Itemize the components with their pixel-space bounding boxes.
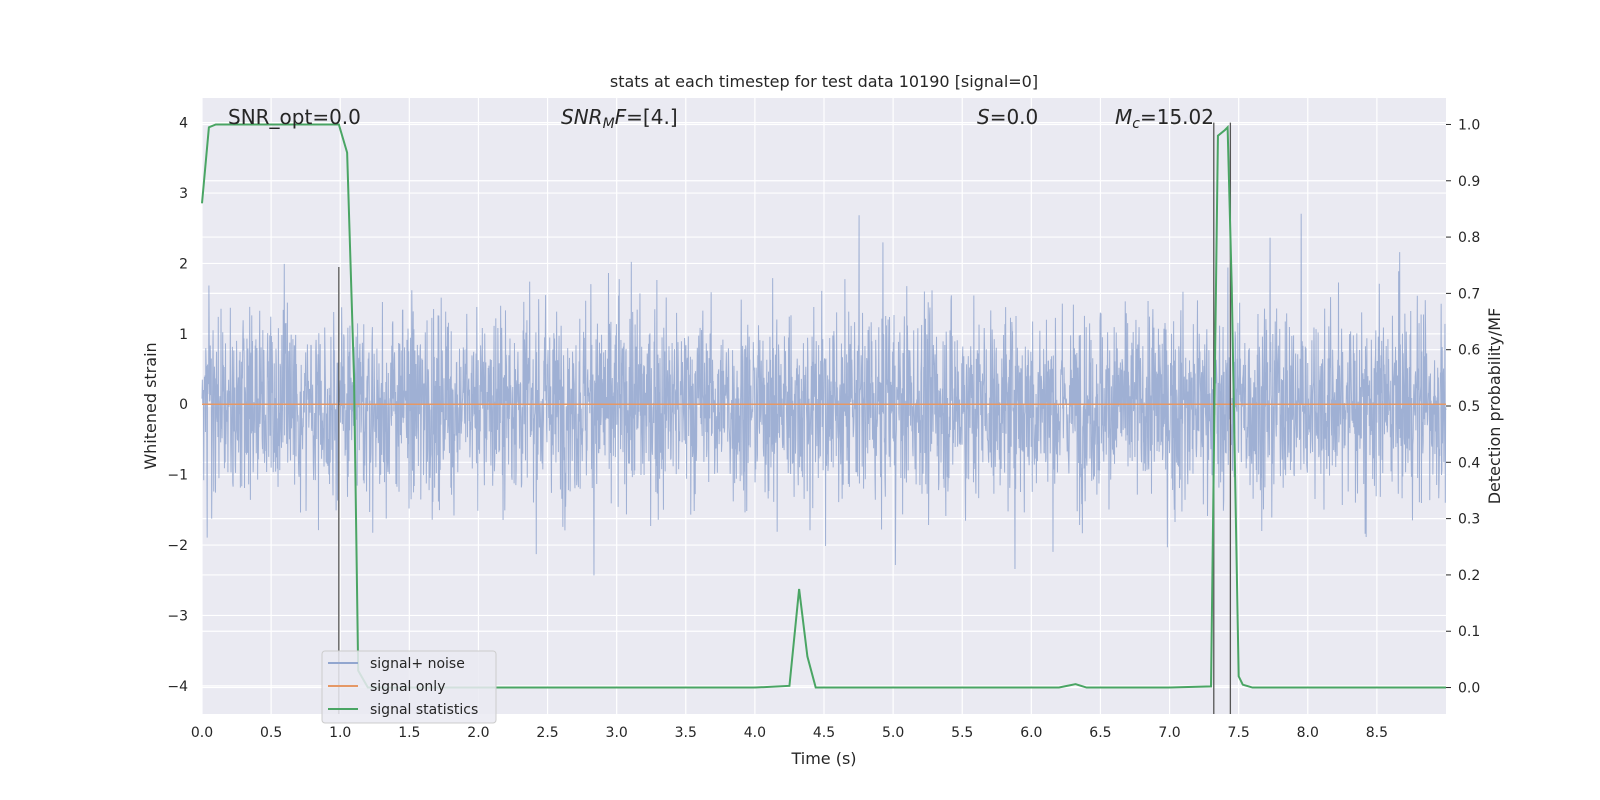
x-tick-label: 7.0: [1158, 725, 1180, 741]
x-tick-label: 1.5: [398, 725, 420, 741]
x-tick-label: 5.5: [951, 725, 973, 741]
x-tick-label: 4.0: [744, 725, 766, 741]
x-tick-label: 6.5: [1089, 725, 1111, 741]
y-axis-left-label: Whitened strain: [141, 342, 160, 469]
annotation-mc-sub: c: [1132, 116, 1140, 132]
annotation-s-main: S: [977, 105, 990, 129]
y-left-tick-label: −4: [167, 679, 188, 695]
line-signal-plus-noise: [201, 213, 1447, 576]
annotation-snr-mf: SNRMF=[4.]: [561, 105, 678, 132]
x-tick-label: 8.5: [1366, 725, 1388, 741]
legend-label-signal-plus-noise: signal+ noise: [370, 656, 465, 672]
legend-label-signal-only: signal only: [370, 679, 445, 695]
annotation-mc: Mc=15.02: [1115, 105, 1214, 132]
x-tick-label: 4.5: [813, 725, 835, 741]
x-axis-ticks: 0.0 0.5 1.0 1.5 2.0 2.5 3.0 3.5 4.0 4.5 5.0 5.5 6.0 6…: [191, 725, 1388, 741]
annotation-snr-mf-main: SNR: [561, 105, 603, 129]
y-left-tick-label: 2: [179, 256, 188, 272]
annotation-s-tail: =0.0: [990, 105, 1039, 129]
x-tick-label: 5.0: [882, 725, 904, 741]
y-right-tick-label: 0.9: [1458, 174, 1480, 190]
y-left-tick-label: −2: [167, 538, 188, 554]
y-axis-right-ticks: 1.0 0.9 0.8 0.7 0.6 0.5 0.4 0.3 0.2 0.1 0.0: [1446, 117, 1480, 697]
x-tick-label: 0.5: [260, 725, 282, 741]
x-axis-label: Time (s): [790, 749, 856, 768]
annotation-snr-mf-tail: =[4.]: [626, 105, 677, 129]
annotation-mc-tail: =15.02: [1140, 105, 1214, 129]
y-left-tick-label: −1: [167, 468, 188, 484]
y-left-tick-label: 4: [179, 116, 188, 132]
annotation-mc-main: M: [1115, 105, 1132, 129]
x-tick-label: 2.5: [536, 725, 558, 741]
series-signal-statistics: [201, 123, 1446, 689]
y-right-tick-label: 0.8: [1458, 230, 1480, 246]
chart-title: stats at each timestep for test data 101…: [610, 72, 1038, 91]
grid-lines: [201, 98, 1446, 714]
y-left-tick-label: −3: [167, 608, 188, 624]
y-right-tick-label: 0.0: [1458, 681, 1480, 697]
line-signal-statistics: [201, 123, 1446, 689]
legend-box: [321, 650, 497, 724]
x-tick-label: 8.0: [1297, 725, 1319, 741]
legend-label-signal-statistics: signal statistics: [370, 702, 478, 718]
x-tick-label: 2.0: [467, 725, 489, 741]
y-right-tick-label: 0.4: [1458, 455, 1480, 471]
annotation-snr-mf-sub: M: [603, 116, 615, 132]
y-right-tick-label: 1.0: [1458, 117, 1480, 133]
y-left-tick-label: 0: [179, 397, 188, 413]
x-tick-label: 7.5: [1228, 725, 1250, 741]
x-tick-label: 0.0: [191, 725, 213, 741]
y-left-tick-label: 1: [179, 327, 188, 343]
annotation-snr-opt: SNR_opt=0.0: [228, 105, 361, 129]
annotation-snr-mf-tail-f: F: [615, 105, 627, 129]
y-axis-left-ticks: 4 3 2 1 0 −1 −2 −3 −4: [167, 116, 188, 695]
legend: signal+ noise signal only signal statist…: [321, 650, 497, 724]
annotation-s: S=0.0: [977, 105, 1038, 129]
y-right-tick-label: 0.2: [1458, 568, 1480, 584]
y-right-tick-label: 0.3: [1458, 512, 1480, 528]
y-right-tick-label: 0.6: [1458, 343, 1480, 359]
x-tick-label: 6.0: [1020, 725, 1042, 741]
y-axis-right-label: Detection probability/MF: [1485, 308, 1504, 505]
y-right-tick-label: 0.1: [1458, 624, 1480, 640]
x-tick-label: 3.0: [606, 725, 628, 741]
x-tick-label: 1.0: [329, 725, 351, 741]
series-signal-plus-noise: [201, 213, 1447, 576]
y-right-tick-label: 0.5: [1458, 399, 1480, 415]
y-left-tick-label: 3: [179, 186, 188, 202]
y-right-tick-label: 0.7: [1458, 286, 1480, 302]
x-tick-label: 3.5: [675, 725, 697, 741]
